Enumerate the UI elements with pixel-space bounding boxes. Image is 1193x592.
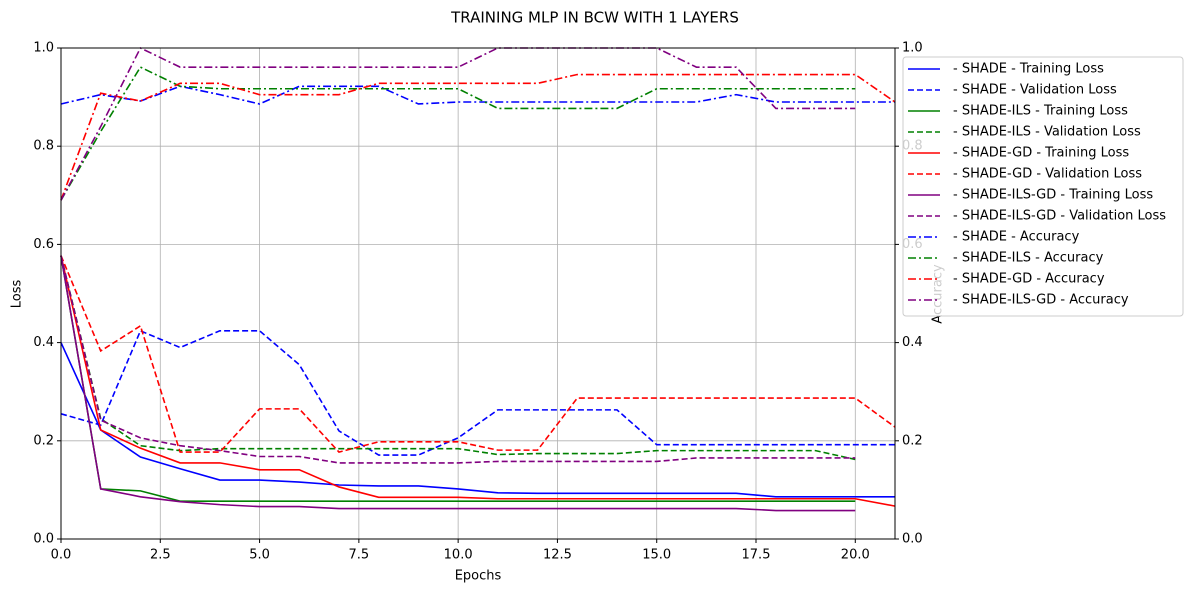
series-line	[60, 255, 856, 464]
series-line	[60, 255, 856, 502]
legend-label: - SHADE - Training Loss	[953, 62, 1104, 77]
series-line	[60, 255, 856, 461]
series-line	[60, 73, 896, 201]
x-tick-label: 17.5	[742, 548, 771, 563]
legend-box	[902, 56, 1184, 317]
legend-label: - SHADE-GD - Accuracy	[953, 272, 1105, 287]
legend-label: - SHADE-GD - Validation Loss	[953, 167, 1142, 182]
series-line	[60, 255, 856, 512]
series-line	[60, 329, 895, 456]
y2-tick-label: 0.4	[902, 335, 923, 350]
legend-label: - SHADE-ILS - Accuracy	[953, 251, 1104, 266]
series-line	[60, 342, 895, 498]
series-line	[60, 66, 856, 201]
legend-label: - SHADE-ILS-GD - Accuracy	[953, 293, 1129, 308]
y2-tick-label: 0.2	[902, 433, 923, 448]
series-line	[60, 85, 895, 105]
x-tick-label: 12.5	[543, 548, 572, 563]
y-tick-label: 0.8	[33, 139, 54, 154]
y-axis-label: Loss	[10, 280, 25, 309]
series-line	[60, 46, 856, 201]
x-tick-label: 20.0	[841, 548, 870, 563]
series-line	[60, 255, 896, 507]
x-tick-label: 2.5	[150, 548, 171, 563]
y2-tick-label: 1.0	[902, 41, 923, 56]
x-tick-label: 10.0	[444, 548, 473, 563]
x-tick-label: 15.0	[642, 548, 671, 563]
x-tick-label: 5.0	[249, 548, 270, 563]
plot-frame	[60, 47, 896, 540]
legend-label: - SHADE - Validation Loss	[953, 83, 1117, 98]
x-tick-label: 7.5	[349, 548, 370, 563]
legend-label: - SHADE-ILS-GD - Training Loss	[953, 188, 1153, 203]
legend-label: - SHADE-GD - Training Loss	[953, 146, 1129, 161]
y-tick-label: 1.0	[33, 41, 54, 56]
legend-label: - SHADE - Accuracy	[953, 230, 1080, 245]
chart-title: TRAINING MLP IN BCW WITH 1 LAYERS	[450, 9, 739, 27]
legend-label: - SHADE-ILS-GD - Validation Loss	[953, 209, 1166, 224]
y-tick-label: 0.0	[33, 532, 54, 547]
y-tick-label: 0.4	[33, 335, 54, 350]
series-line	[60, 255, 896, 453]
y-tick-label: 0.2	[33, 433, 54, 448]
legend-label: - SHADE-ILS - Training Loss	[953, 104, 1128, 119]
legend-label: - SHADE-ILS - Validation Loss	[953, 125, 1141, 140]
y2-tick-label: 0.0	[902, 532, 923, 547]
x-axis-label: Epochs	[455, 569, 502, 584]
y-tick-label: 0.6	[33, 237, 54, 252]
x-tick-label: 0.0	[51, 548, 72, 563]
